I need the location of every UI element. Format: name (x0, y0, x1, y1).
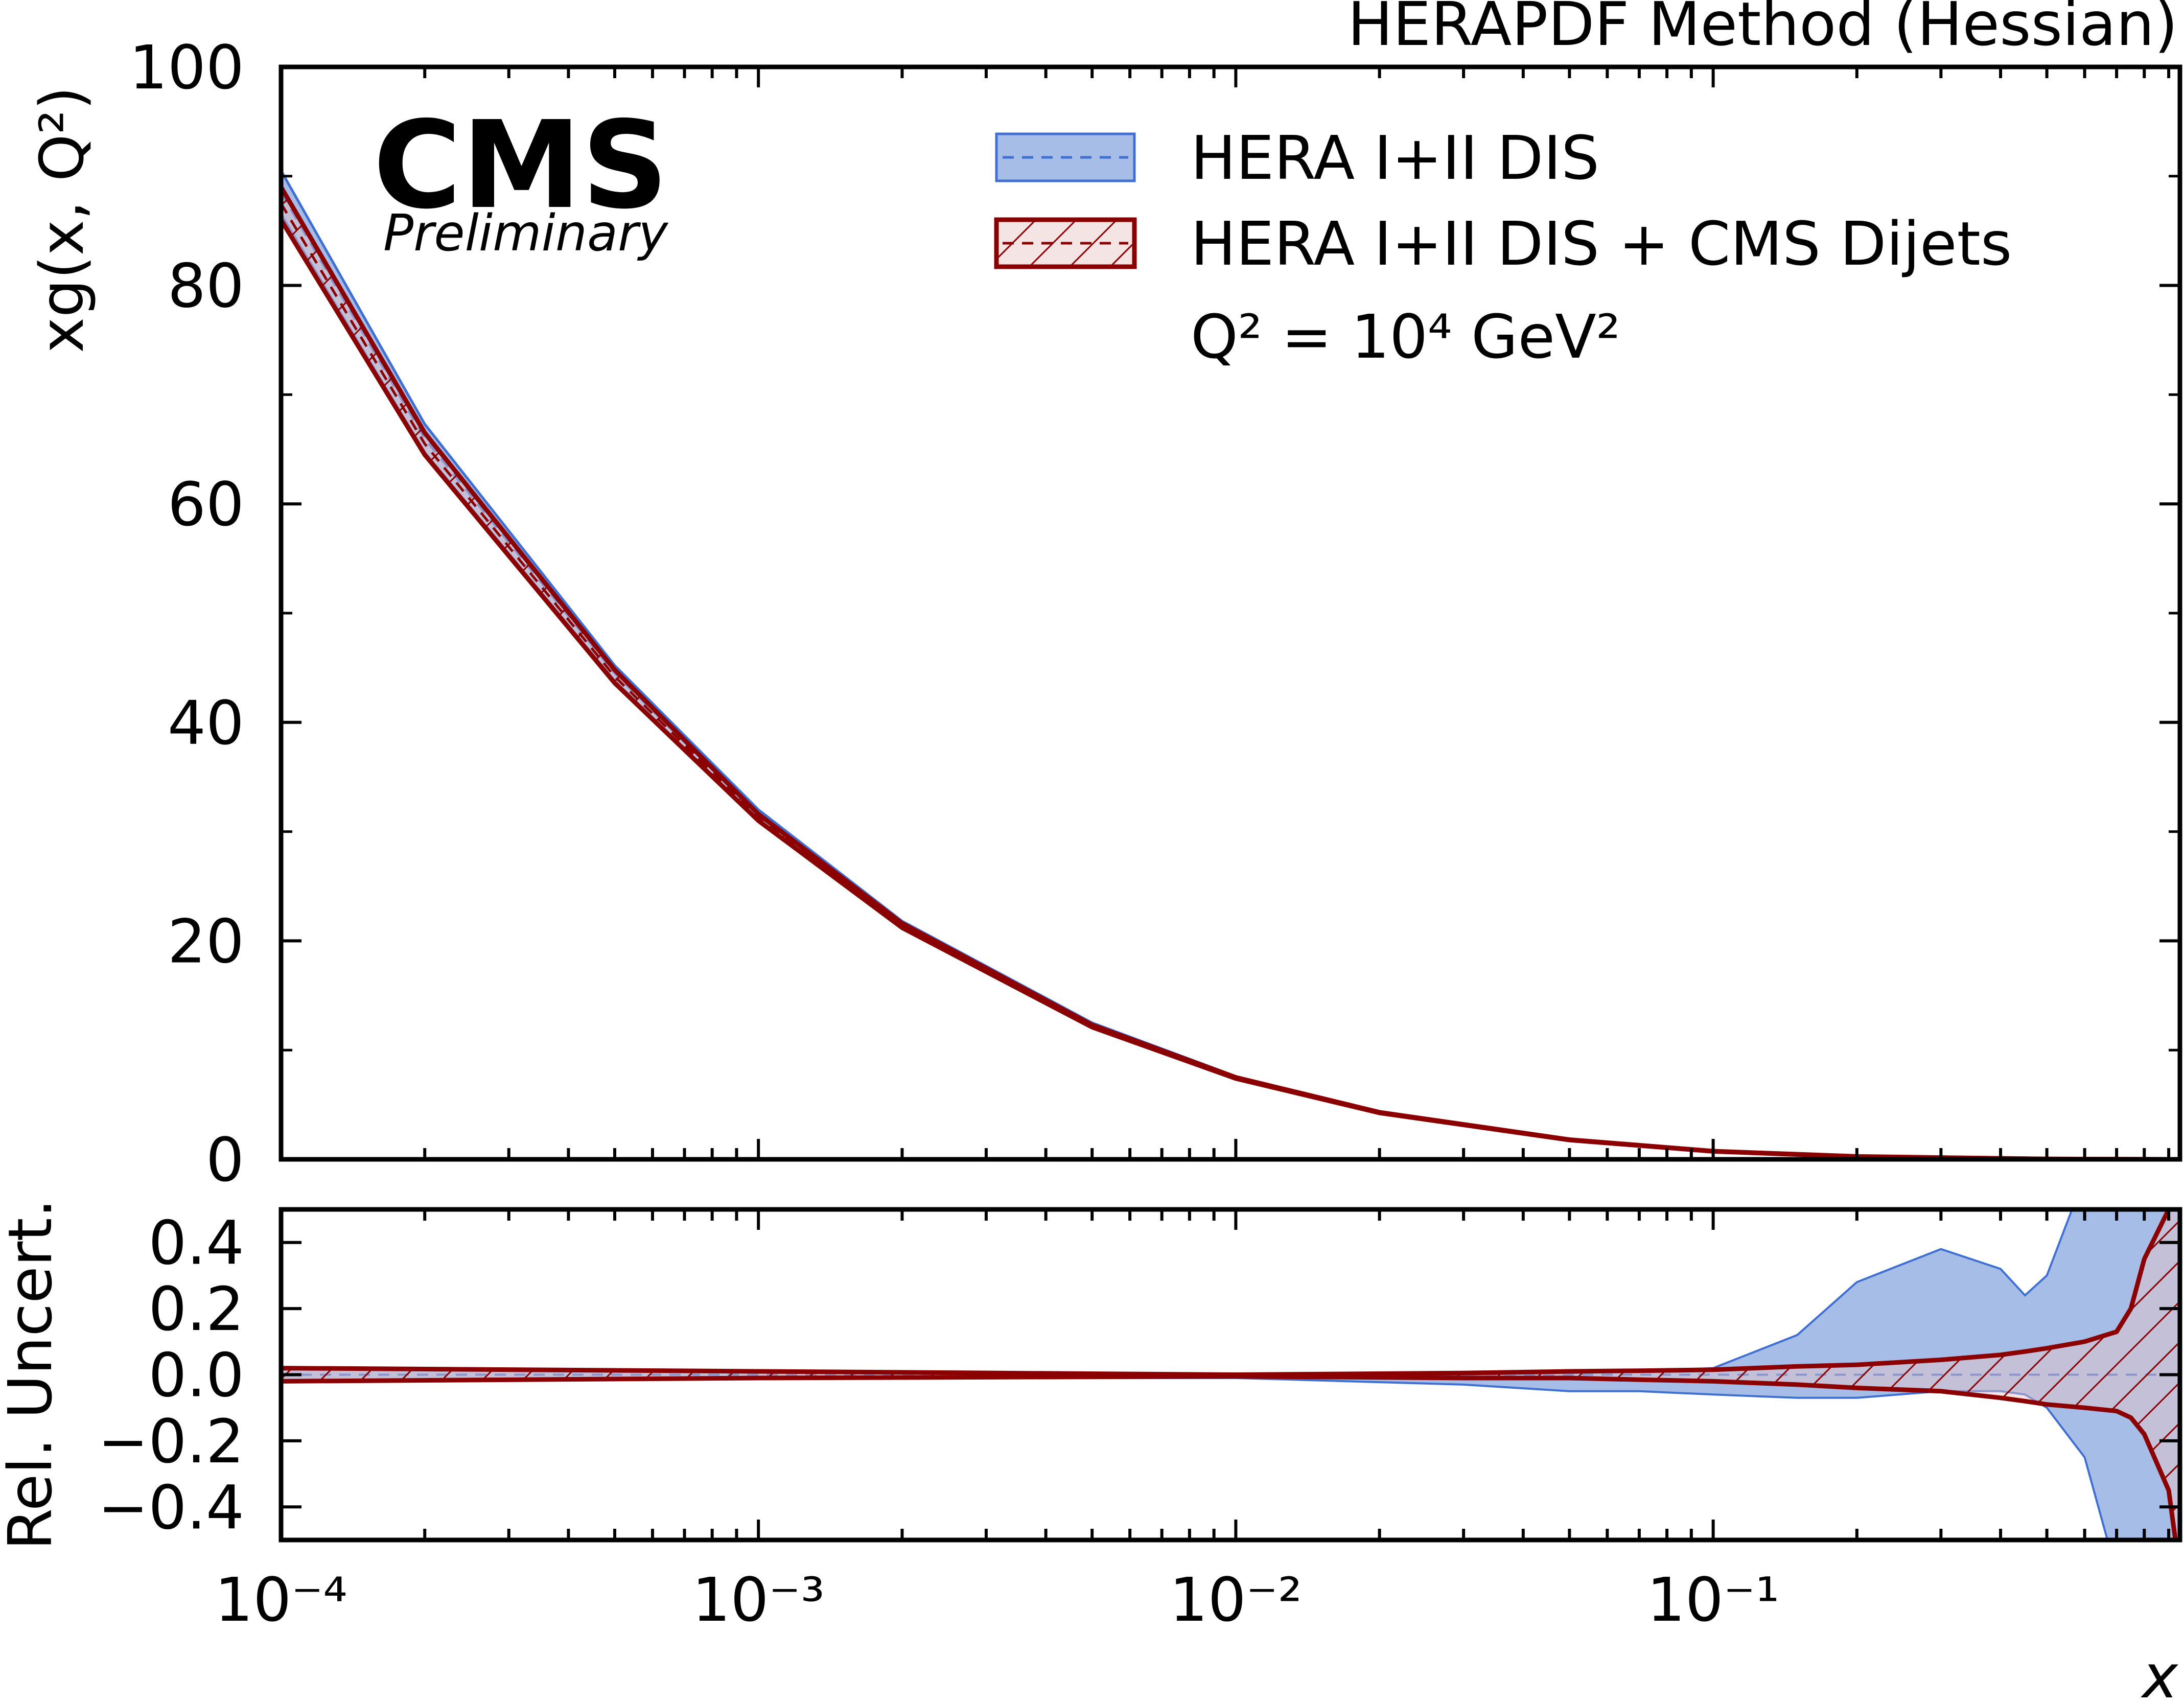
legend-swatch-dijets (994, 217, 1137, 269)
main-y-tick-labels: 0 20 40 60 80 100 (129, 32, 244, 1195)
ratio-plot-bands (281, 1209, 2180, 1540)
method-title: HERAPDF Method (Hessian) (1347, 0, 2178, 59)
legend: HERA I+II DIS HERA I+II DIS + CMS Dijets… (994, 123, 2012, 372)
y-tick-label: 80 (168, 251, 244, 321)
scale-label: Q² = 10⁴ GeV² (1191, 301, 1620, 372)
x-tick-label: 10⁻⁴ (215, 1565, 347, 1635)
ratio-y-tick-label: −0.2 (98, 1406, 244, 1477)
ratio-lower-edge-hera-dis-cms-dijets (281, 1374, 2178, 1540)
y-tick-label: 20 (168, 906, 244, 976)
ratio-y-tick-label: 0.2 (148, 1274, 244, 1344)
x-tick-label: 10⁻² (1170, 1565, 1303, 1635)
x-tick-labels: 10⁻⁴ 10⁻³ 10⁻² 10⁻¹ (215, 1565, 1779, 1635)
x-tick-label: 10⁻¹ (1647, 1565, 1780, 1635)
central-line-hera-dis-cms-dijets (281, 203, 2169, 1159)
ratio-y-tick-label: 0.4 (148, 1208, 244, 1278)
ratio-y-tick-label: 0.0 (148, 1340, 244, 1411)
main-y-axis-title: xg(x, Q²) (27, 86, 97, 353)
ratio-y-tick-label: −0.4 (98, 1472, 244, 1543)
x-tick-label: 10⁻³ (692, 1565, 825, 1635)
ratio-upper-edge-hera-dis-cms-dijets (281, 1209, 2171, 1378)
ratio-y-tick-labels: −0.4−0.20.00.20.4 (98, 1208, 244, 1543)
preliminary-label: Preliminary (383, 204, 669, 263)
main-plot-frame (278, 64, 2182, 1162)
ratio-y-axis-title: Rel. Uncert. (0, 1199, 65, 1550)
x-axis-title: x (2140, 1641, 2178, 1704)
ratio-plot-frame (278, 1207, 2182, 1543)
legend-entry-dis: HERA I+II DIS (1191, 123, 1599, 193)
y-tick-label: 0 (206, 1125, 244, 1195)
y-tick-label: 40 (168, 688, 244, 758)
legend-swatch-dis (995, 132, 1136, 182)
y-tick-label: 100 (129, 32, 244, 103)
cms-logo-text: CMS (373, 95, 668, 236)
y-tick-label: 60 (168, 469, 244, 540)
legend-entry-dijets: HERA I+II DIS + CMS Dijets (1191, 208, 2012, 279)
